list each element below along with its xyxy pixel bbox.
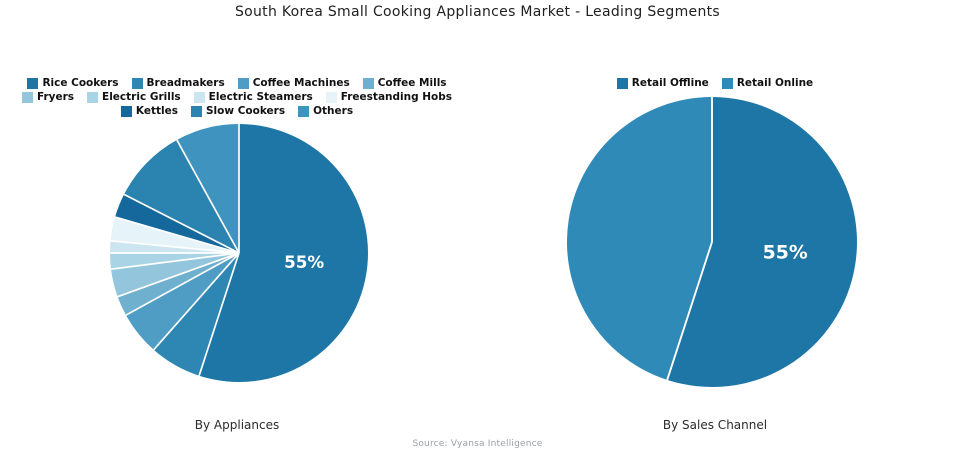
legend-swatch-icon: [298, 106, 310, 117]
slice-separator: [176, 139, 240, 254]
legend-label: Electric Steamers: [208, 91, 313, 103]
legend-label: Freestanding Hobs: [340, 91, 453, 103]
legend-item-breadmakers[interactable]: Breadmakers: [131, 77, 225, 89]
pie-slice-retail-online[interactable]: [567, 97, 712, 380]
legend-swatch-icon: [362, 78, 374, 89]
legend-swatch-icon: [190, 106, 202, 117]
pie-slice-kettles[interactable]: [115, 194, 239, 253]
pie-slice-others[interactable]: [176, 124, 239, 253]
legend-item-electric-steamers[interactable]: Electric Steamers: [193, 91, 313, 103]
legend-item-coffee-mills[interactable]: Coffee Mills: [362, 77, 447, 89]
legend-label: Kettles: [135, 105, 178, 117]
pie-slice-coffee-mills[interactable]: [117, 253, 239, 316]
legend-item-fryers[interactable]: Fryers: [21, 91, 75, 103]
slice-separator: [198, 252, 240, 376]
page-title: South Korea Small Cooking Appliances Mar…: [234, 4, 721, 20]
sales-channel-pie-chart: 55%: [567, 97, 857, 387]
legend-label: Fryers: [36, 91, 75, 103]
legend-label: Electric Grills: [102, 91, 181, 103]
slice-separator: [153, 252, 240, 351]
legend-item-others[interactable]: Others: [298, 106, 353, 117]
slice-value-label: 55%: [284, 252, 324, 272]
pie-slice-breadmakers[interactable]: [153, 253, 239, 376]
pie-slice-rice-cookers[interactable]: [199, 124, 368, 382]
legend-item-kettles[interactable]: Kettles: [120, 105, 178, 117]
legend-swatch-icon: [87, 92, 99, 103]
legend-label: Breadmakers: [146, 77, 225, 89]
legend-item-retail-offline[interactable]: Retail Offline: [616, 77, 709, 89]
slice-separator: [125, 252, 240, 316]
legend-label: Retail Offline: [631, 77, 709, 89]
legend-item-retail-online[interactable]: Retail Online: [721, 77, 814, 89]
pie-slice-slow-cookers[interactable]: [124, 139, 239, 253]
appliances-legend: Rice Cookers Breadmakers Coffee Machines Co…: [8, 78, 466, 117]
legend-label: Others: [313, 105, 354, 117]
sales-channel-legend: Retail Offline Retail Online: [565, 78, 865, 89]
legend-swatch-icon: [193, 92, 205, 103]
slice-separator: [114, 216, 240, 254]
legend-label: Slow Cookers: [205, 105, 286, 117]
legend-item-slow-cookers[interactable]: Slow Cookers: [190, 105, 286, 117]
pie-slice-retail-offline[interactable]: [667, 97, 857, 387]
slice-value-label: 55%: [763, 243, 808, 264]
legend-swatch-icon: [131, 78, 143, 89]
legend-label: Coffee Machines: [252, 77, 350, 89]
source-note: Source: Vyansa Intelligence: [412, 439, 543, 449]
legend-item-coffee-machines[interactable]: Coffee Machines: [237, 77, 350, 89]
legend-swatch-icon: [237, 78, 249, 89]
legend-swatch-icon: [325, 92, 337, 103]
legend-swatch-icon: [120, 106, 132, 117]
legend-swatch-icon: [21, 92, 33, 103]
legend-label: Retail Online: [736, 77, 814, 89]
appliances-pie-chart: 55%: [110, 124, 368, 382]
legend-label: Rice Cookers: [42, 77, 119, 89]
legend-label: Coffee Mills: [377, 77, 447, 89]
slice-separator: [110, 252, 240, 270]
slice-separator: [123, 193, 240, 254]
legend-item-freestanding-hobs[interactable]: Freestanding Hobs: [325, 91, 453, 103]
pie-slice-coffee-machines[interactable]: [125, 253, 239, 350]
legend-item-rice-cookers[interactable]: Rice Cookers: [27, 77, 119, 89]
legend-swatch-icon: [721, 78, 733, 89]
legend-item-electric-grills[interactable]: Electric Grills: [87, 92, 181, 103]
slice-separator: [117, 252, 240, 298]
appliances-caption: By Appliances: [194, 418, 280, 432]
legend-swatch-icon: [616, 78, 628, 89]
slice-separator: [110, 240, 240, 254]
sales-channel-caption: By Sales Channel: [662, 418, 768, 432]
legend-swatch-icon: [27, 78, 39, 89]
slice-separator: [666, 241, 713, 381]
